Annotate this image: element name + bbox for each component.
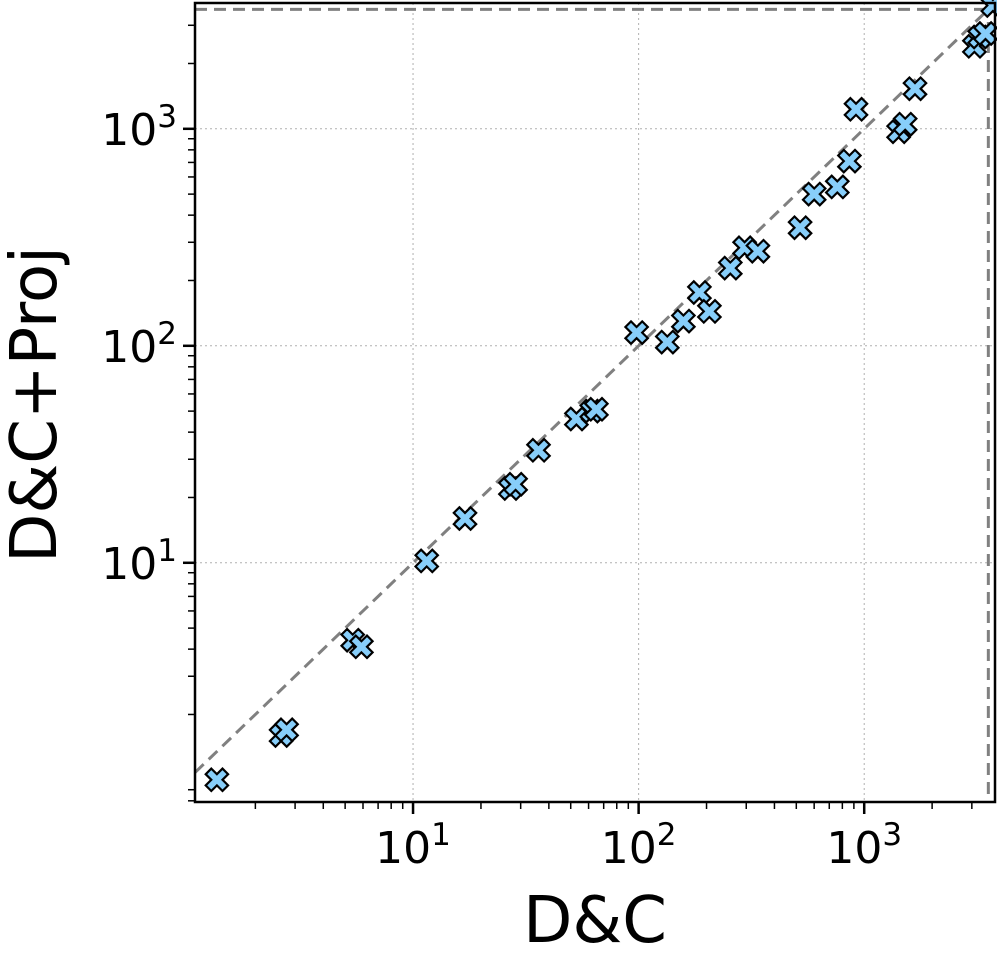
data-point-marker: [972, 20, 997, 47]
data-point-marker: [583, 396, 610, 423]
plot-area-frame: [193, 1, 997, 804]
data-point-marker: [348, 634, 375, 660]
data-point-marker: [892, 111, 918, 137]
data-point-marker: [824, 174, 851, 200]
data-point-marker: [654, 329, 681, 355]
data-point-marker: [745, 238, 771, 264]
y-axis-label: D&C+Proj: [0, 246, 72, 563]
data-point-marker: [670, 308, 697, 334]
data-point-marker: [902, 75, 928, 102]
data-point-marker: [452, 505, 478, 532]
y-tick-label: 102: [101, 316, 177, 373]
data-point-marker: [787, 214, 813, 241]
data-point-marker: [801, 181, 827, 207]
data-point-marker: [696, 298, 723, 325]
data-point-marker: [843, 96, 869, 123]
y-tick-label: 103: [101, 99, 177, 156]
data-points: [204, 0, 997, 793]
x-axis-label: D&C: [523, 884, 667, 956]
data-point-marker: [413, 548, 440, 574]
data-point-marker: [525, 437, 552, 464]
reference-lines: [193, 1, 997, 802]
data-point-marker: [204, 767, 230, 793]
data-point-marker: [273, 717, 300, 743]
data-point-marker: [836, 148, 863, 174]
x-tick-label: 102: [601, 817, 677, 874]
data-point-marker: [623, 319, 650, 346]
grid: [195, 3, 995, 802]
data-point-marker: [502, 471, 529, 498]
x-tick-label: 103: [826, 817, 902, 874]
x-tick-label: 101: [375, 817, 451, 874]
identity-line: [193, 1, 997, 774]
data-point-marker: [717, 255, 744, 281]
y-tick-label: 101: [101, 533, 177, 590]
data-point-marker: [686, 279, 713, 306]
